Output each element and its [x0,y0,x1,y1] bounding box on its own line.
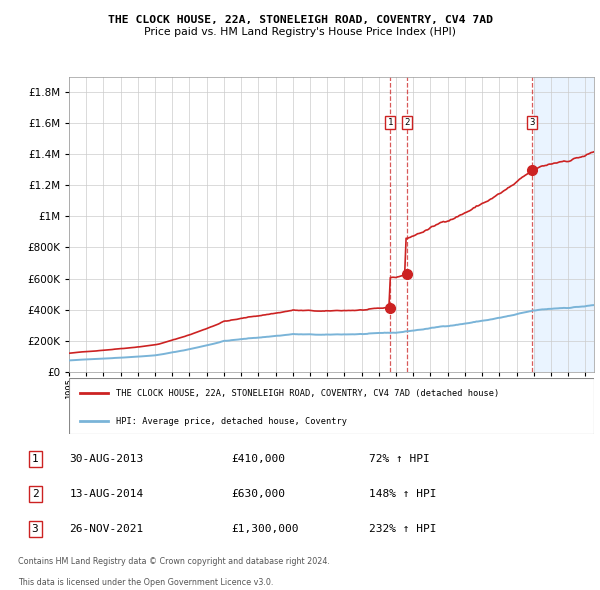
Bar [534,77,594,372]
Text: 232% ↑ HPI: 232% ↑ HPI [369,524,437,534]
Text: 30-AUG-2013: 30-AUG-2013 [70,454,144,464]
Text: HPI: Average price, detached house, Coventry: HPI: Average price, detached house, Cove… [116,417,347,426]
Text: 26-NOV-2021: 26-NOV-2021 [70,524,144,534]
Text: 148% ↑ HPI: 148% ↑ HPI [369,489,437,499]
Text: 3: 3 [32,524,38,534]
Text: 3: 3 [529,118,535,127]
Text: This data is licensed under the Open Government Licence v3.0.: This data is licensed under the Open Gov… [18,578,273,588]
Text: THE CLOCK HOUSE, 22A, STONELEIGH ROAD, COVENTRY, CV4 7AD (detached house): THE CLOCK HOUSE, 22A, STONELEIGH ROAD, C… [116,389,499,398]
Text: 2: 2 [32,489,38,499]
Text: Price paid vs. HM Land Registry's House Price Index (HPI): Price paid vs. HM Land Registry's House … [144,27,456,37]
Text: 72% ↑ HPI: 72% ↑ HPI [369,454,430,464]
Text: 1: 1 [32,454,38,464]
Text: 2: 2 [404,118,409,127]
Text: 1: 1 [388,118,393,127]
Text: £1,300,000: £1,300,000 [231,524,298,534]
Text: Contains HM Land Registry data © Crown copyright and database right 2024.: Contains HM Land Registry data © Crown c… [18,558,329,566]
Text: THE CLOCK HOUSE, 22A, STONELEIGH ROAD, COVENTRY, CV4 7AD: THE CLOCK HOUSE, 22A, STONELEIGH ROAD, C… [107,15,493,25]
Text: £630,000: £630,000 [231,489,285,499]
Text: £410,000: £410,000 [231,454,285,464]
Text: 13-AUG-2014: 13-AUG-2014 [70,489,144,499]
